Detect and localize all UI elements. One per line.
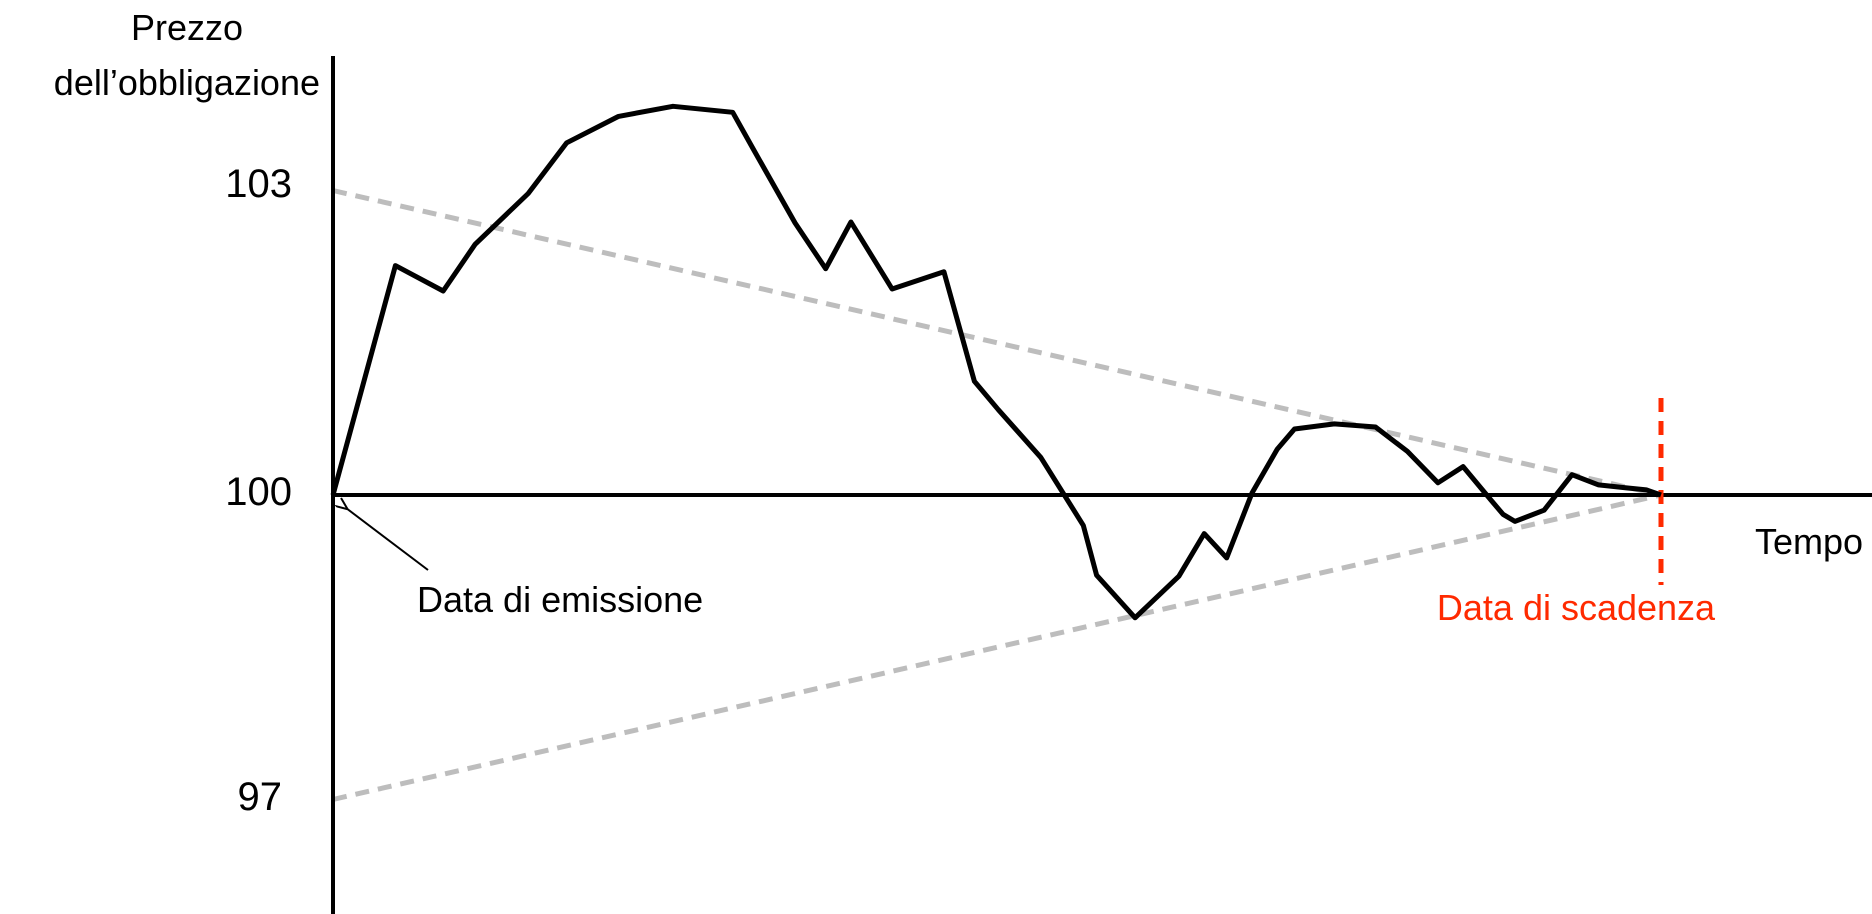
issue-date-arrow: [346, 508, 429, 571]
lower-bound-line: [332, 492, 1662, 802]
bound-lines: [332, 188, 1662, 802]
y-axis-title-line-2: dell’obbligazione: [54, 62, 320, 103]
maturity-date-label: Data di scadenza: [1437, 587, 1716, 628]
x-axis-title: Tempo: [1755, 521, 1863, 562]
upper-bound-line: [332, 188, 1662, 498]
y-tick-label-100: 100: [225, 470, 292, 514]
y-tick-label-103: 103: [225, 162, 292, 206]
issue-date-label: Data di emissione: [417, 579, 703, 620]
bond-price-line: [330, 103, 1662, 621]
price-series: [330, 103, 1662, 621]
y-tick-label-97: 97: [238, 775, 283, 819]
y-axis-title-line-1: Prezzo: [131, 7, 243, 48]
